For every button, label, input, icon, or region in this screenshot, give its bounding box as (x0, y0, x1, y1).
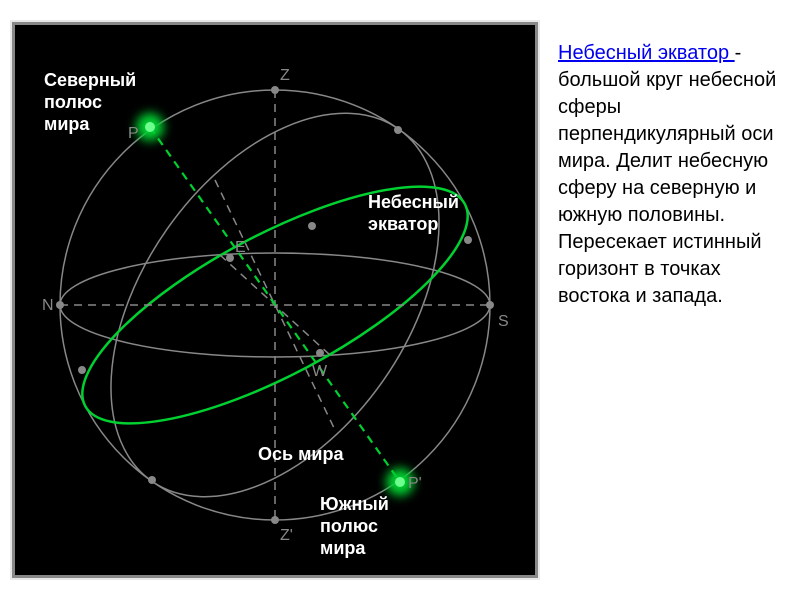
point-aux1 (394, 126, 402, 134)
label-n: N (42, 297, 54, 314)
label-e: E (235, 239, 246, 256)
point-z (271, 86, 279, 94)
sphere-svg: Z Z' N S E W P P' Северный полюс мира Не… (20, 30, 530, 570)
celestial-equator-link[interactable]: Небесный экватор (558, 42, 735, 64)
point-w (316, 349, 324, 357)
celestial-sphere-diagram: Z Z' N S E W P P' Северный полюс мира Не… (10, 20, 540, 580)
point-zprime (271, 516, 279, 524)
description-text: - большой круг небесной сферы перпендику… (558, 42, 776, 307)
label-p: P (128, 125, 139, 142)
label-z: Z (280, 67, 290, 84)
label-w: W (312, 363, 328, 380)
label-celestial-equator: Небесный экватор (368, 192, 464, 234)
point-aux4 (464, 236, 472, 244)
point-n (56, 301, 64, 309)
label-zp: Z' (280, 527, 293, 544)
label-world-axis: Ось мира (258, 444, 344, 464)
south-pole-point (395, 477, 405, 487)
north-pole-point (145, 122, 155, 132)
label-south-pole: Южный полюс мира (320, 494, 394, 558)
label-pp: P' (408, 475, 422, 492)
point-aux2 (148, 476, 156, 484)
label-s: S (498, 313, 509, 330)
point-e (226, 254, 234, 262)
point-s (486, 301, 494, 309)
point-aux5 (78, 366, 86, 374)
point-aux3 (308, 222, 316, 230)
description-panel: Небесный экватор - большой круг небесной… (550, 0, 800, 600)
label-north-pole: Северный полюс мира (44, 70, 141, 134)
